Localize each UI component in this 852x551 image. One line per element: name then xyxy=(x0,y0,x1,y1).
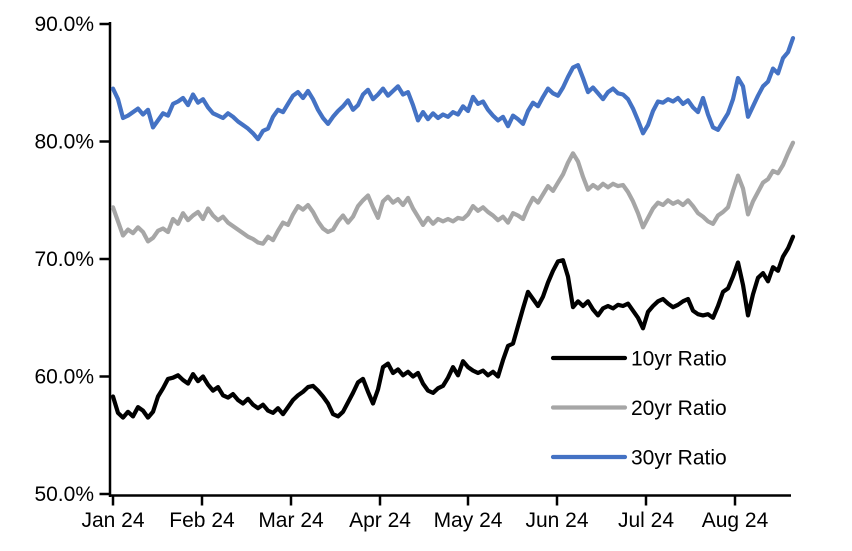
series-line-20yr-ratio xyxy=(110,140,796,246)
series-line-10yr-ratio xyxy=(110,234,796,420)
x-tick-label: Mar 24 xyxy=(258,509,324,532)
legend-label: 30yr Ratio xyxy=(631,447,727,470)
x-tick-label: May 24 xyxy=(434,509,503,532)
y-tick-label: 60.0% xyxy=(34,366,94,389)
legend-label: 20yr Ratio xyxy=(631,397,727,420)
y-tick-label: 50.0% xyxy=(34,483,94,506)
x-tick-label: Jul 24 xyxy=(618,509,674,532)
y-tick-label: 90.0% xyxy=(34,13,94,36)
x-tick-label: Jun 24 xyxy=(525,509,588,532)
x-tick-label: Jan 24 xyxy=(81,509,144,532)
x-tick-label: Feb 24 xyxy=(169,509,235,532)
x-tick-label: Apr 24 xyxy=(349,509,411,532)
x-tick-label: Aug 24 xyxy=(702,509,769,532)
series-line-30yr-ratio xyxy=(110,35,796,142)
y-tick-label: 80.0% xyxy=(34,131,94,154)
legend-label: 10yr Ratio xyxy=(631,348,727,371)
y-tick-label: 70.0% xyxy=(34,248,94,271)
